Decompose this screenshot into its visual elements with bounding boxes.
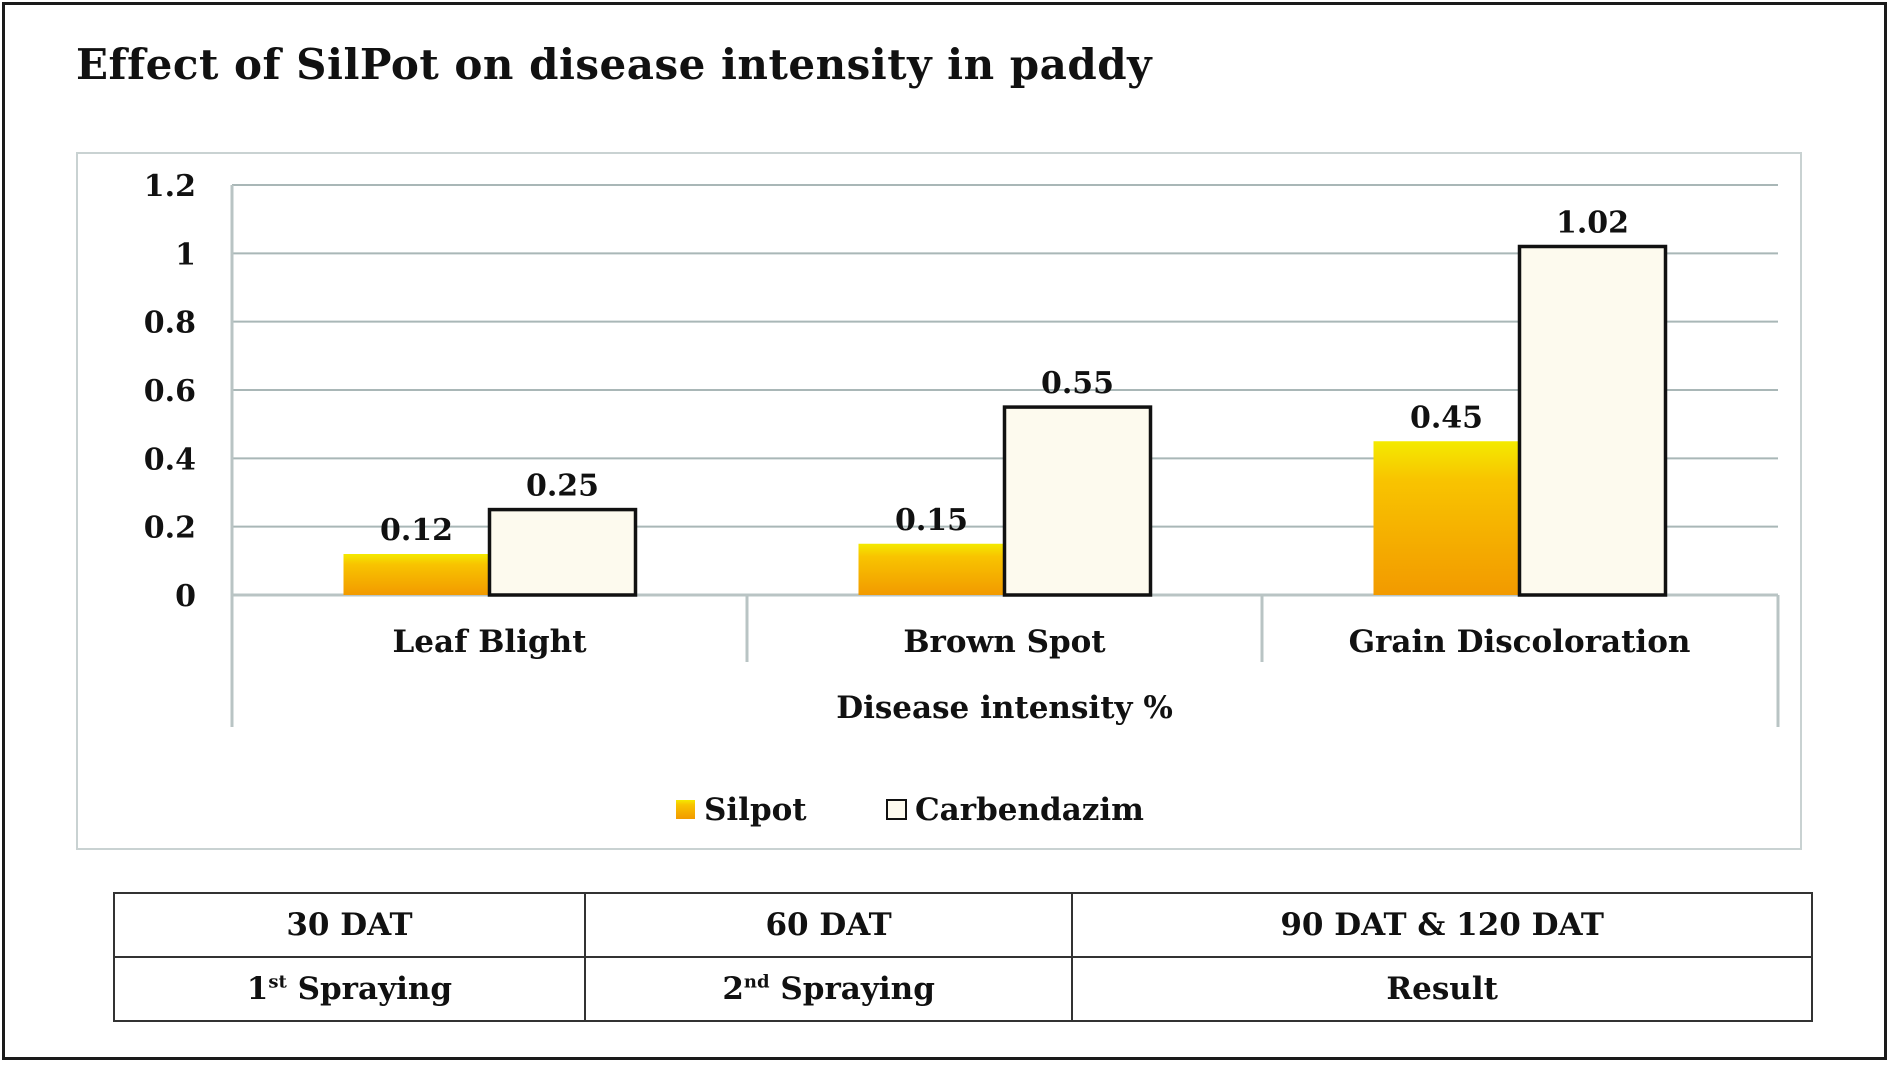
y-tick-label: 0.8	[144, 306, 196, 341]
data-label: 1.02	[1556, 206, 1629, 241]
data-label: 0.45	[1410, 400, 1483, 435]
phase-cell-1: 30 DAT	[113, 892, 586, 958]
data-label: 0.15	[895, 503, 968, 538]
bar-silpot	[858, 543, 1005, 595]
data-label: 0.12	[380, 513, 453, 548]
y-tick-label: 0.6	[144, 374, 196, 409]
phase-table: 30 DAT 60 DAT 90 DAT & 120 DAT 1st Spray…	[113, 892, 1813, 1022]
phase-row-activity: 1st Spraying 2nd Spraying Result	[113, 956, 1813, 1022]
data-label: 0.55	[1041, 366, 1114, 401]
legend-swatch-silpot	[676, 800, 695, 819]
phase-row-dat: 30 DAT 60 DAT 90 DAT & 120 DAT	[113, 892, 1813, 958]
x-tick-label: Grain Discoloration	[1349, 624, 1691, 660]
data-label: 0.25	[526, 469, 599, 504]
activity-cell-2: 2nd Spraying	[583, 956, 1074, 1022]
activity-cell-3: Result	[1071, 956, 1813, 1022]
data-labels: 0.12 0.25 0.15 0.55 0.45 1.02	[380, 206, 1629, 549]
phase-cell-3: 90 DAT & 120 DAT	[1071, 892, 1813, 958]
legend-label-silpot: Silpot	[704, 792, 807, 828]
y-tick-label: 1.2	[144, 169, 196, 204]
legend: Silpot Carbendazim	[676, 792, 1144, 828]
x-tick-label: Leaf Blight	[392, 624, 587, 660]
bar-silpot	[1373, 441, 1520, 595]
bars	[343, 244, 1668, 597]
x-axis-title: Disease intensity %	[836, 690, 1173, 726]
bar-carbendazim	[1002, 405, 1153, 597]
bar-silpot	[343, 554, 490, 595]
plot-area-border	[76, 152, 1802, 850]
activity-cell-1: 1st Spraying	[113, 956, 586, 1022]
chart-title: Effect of SilPot on disease intensity in…	[76, 40, 1152, 89]
x-tick-label: Brown Spot	[903, 624, 1106, 660]
y-tick-label: 0.2	[144, 511, 196, 546]
phase-cell-2: 60 DAT	[583, 892, 1074, 958]
y-tick-label: 0.4	[144, 442, 196, 477]
y-tick-label: 0	[175, 579, 196, 614]
legend-label-carbendazim: Carbendazim	[915, 792, 1144, 828]
bar-carbendazim	[1517, 244, 1668, 597]
bar-carbendazim	[487, 507, 638, 597]
legend-swatch-carbendazim	[886, 799, 907, 820]
y-tick-label: 1	[175, 237, 196, 272]
